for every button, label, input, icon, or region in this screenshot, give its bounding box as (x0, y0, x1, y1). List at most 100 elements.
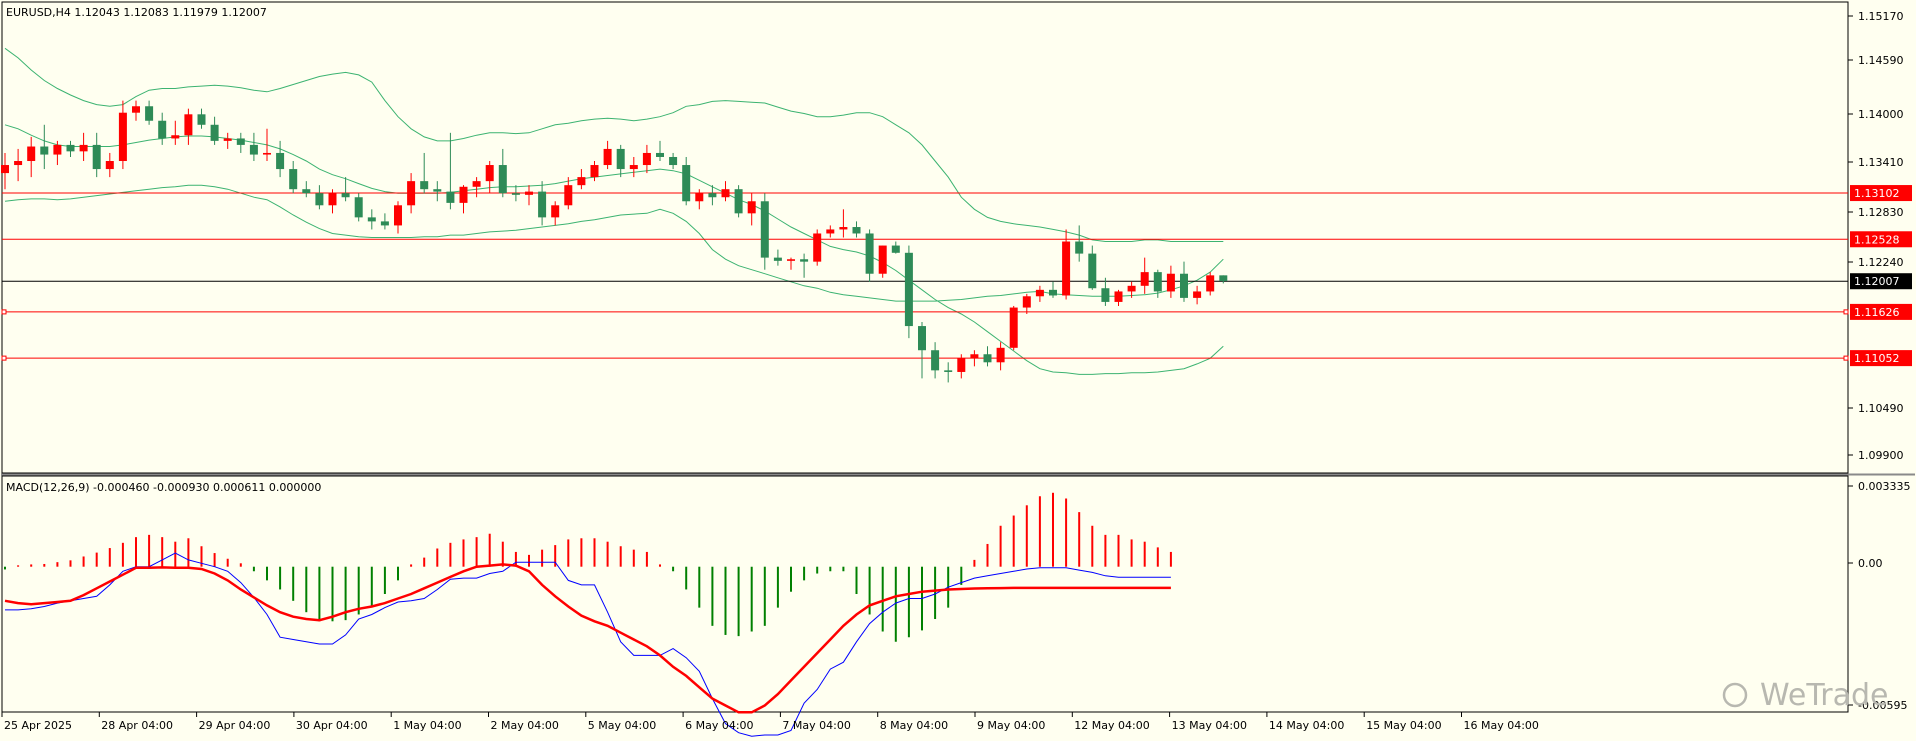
candle (865, 229, 874, 282)
candle (773, 249, 782, 266)
band-middle-line (4, 124, 1224, 375)
macd-signal-line (4, 563, 1171, 714)
time-axis-label: 9 May 04:00 (977, 719, 1045, 732)
candle-body (996, 347, 1005, 363)
price-axis-label: 1.14590 (1858, 54, 1904, 67)
candle-body (249, 144, 258, 155)
candle-body (1088, 253, 1097, 289)
candle-body (957, 358, 966, 372)
candle-body (734, 189, 743, 214)
candle-body (826, 229, 835, 234)
candle (1219, 275, 1228, 284)
candle-body (184, 114, 193, 136)
candle (1035, 285, 1044, 302)
symbol-info-label: EURUSD,H4 1.12043 1.12083 1.11979 1.1200… (6, 6, 267, 19)
candle (446, 132, 455, 210)
level-price-label: 1.13102 (1854, 187, 1900, 200)
candle-body (420, 181, 429, 190)
macd-main-line (5, 552, 1171, 737)
candle-body (551, 205, 560, 218)
candle (407, 173, 416, 214)
candle-body (1, 165, 9, 174)
candle (328, 189, 337, 214)
candle (184, 108, 193, 145)
candle (904, 245, 913, 339)
candle (394, 201, 402, 234)
current-price-label: 1.12007 (1854, 275, 1900, 288)
candle-body (79, 144, 88, 152)
candle-body (983, 354, 992, 363)
candle (564, 177, 573, 210)
candle-body (590, 165, 599, 178)
candle-body (472, 181, 481, 187)
candle-body (839, 227, 848, 230)
candle-body (236, 138, 245, 145)
time-axis-label: 15 May 04:00 (1366, 719, 1441, 732)
candle-body (276, 152, 285, 170)
candle-body (813, 233, 822, 262)
candle (656, 140, 664, 162)
candle (420, 152, 429, 194)
level-price-tag (1850, 231, 1912, 248)
candle-body (1219, 275, 1228, 281)
candle (944, 362, 953, 383)
macd-indicator (4, 492, 1172, 737)
level-handle-left (1, 355, 7, 361)
level-handle-right (1843, 355, 1849, 361)
band-lower-line (4, 184, 1224, 302)
candle (27, 136, 36, 178)
candle (14, 148, 23, 182)
price-axis-label: 1.10490 (1858, 402, 1904, 415)
candle-body (747, 201, 756, 214)
candle (145, 100, 154, 125)
candle-body (1140, 272, 1149, 286)
candle-body (970, 354, 979, 359)
candle-body (459, 186, 468, 203)
candle (551, 201, 560, 226)
price-axis-label: 1.12830 (1858, 206, 1904, 219)
candle-body (800, 259, 809, 262)
candle-body (341, 193, 350, 198)
candle-body (1075, 241, 1084, 254)
horizontal-levels: 1.13102 1.12528 1.11626 1.11052 1.12007 (1, 185, 1912, 367)
price-axis-label: 1.12240 (1858, 256, 1904, 269)
candle-body (538, 191, 547, 218)
candle-body (289, 169, 298, 190)
candle (1153, 269, 1162, 298)
candle (734, 185, 743, 218)
candle-body (865, 233, 874, 274)
candle-body (525, 191, 533, 195)
candle-body (145, 106, 154, 121)
watermark-text: WeTrade (1760, 678, 1889, 713)
candle-body (380, 221, 389, 226)
price-axis-label: 1.14000 (1858, 108, 1904, 121)
time-axis-label: 28 Apr 04:00 (101, 719, 173, 732)
candle (289, 161, 298, 194)
candle (1075, 225, 1084, 262)
candle-body (223, 138, 232, 141)
candle-body (302, 189, 311, 194)
macd-axis-label: 0.003335 (1858, 480, 1911, 493)
candle-body (629, 165, 638, 170)
candle-body (92, 144, 101, 170)
time-axis-label: 7 May 04:00 (782, 719, 850, 732)
candle (1206, 272, 1215, 296)
candle (525, 185, 533, 206)
candle (66, 140, 75, 157)
candle (236, 132, 245, 153)
candle (931, 342, 940, 379)
candle-body (1114, 291, 1123, 302)
candle (40, 124, 49, 170)
candle (433, 181, 442, 202)
current-price-tag (1850, 273, 1912, 290)
candle-body (1127, 285, 1136, 292)
time-axis-label: 2 May 04:00 (491, 719, 559, 732)
candle (721, 181, 730, 202)
candle (472, 177, 481, 198)
candle-body (446, 191, 455, 203)
candle (629, 156, 638, 178)
time-axis-label: 16 May 04:00 (1464, 719, 1539, 732)
candle (79, 132, 88, 162)
